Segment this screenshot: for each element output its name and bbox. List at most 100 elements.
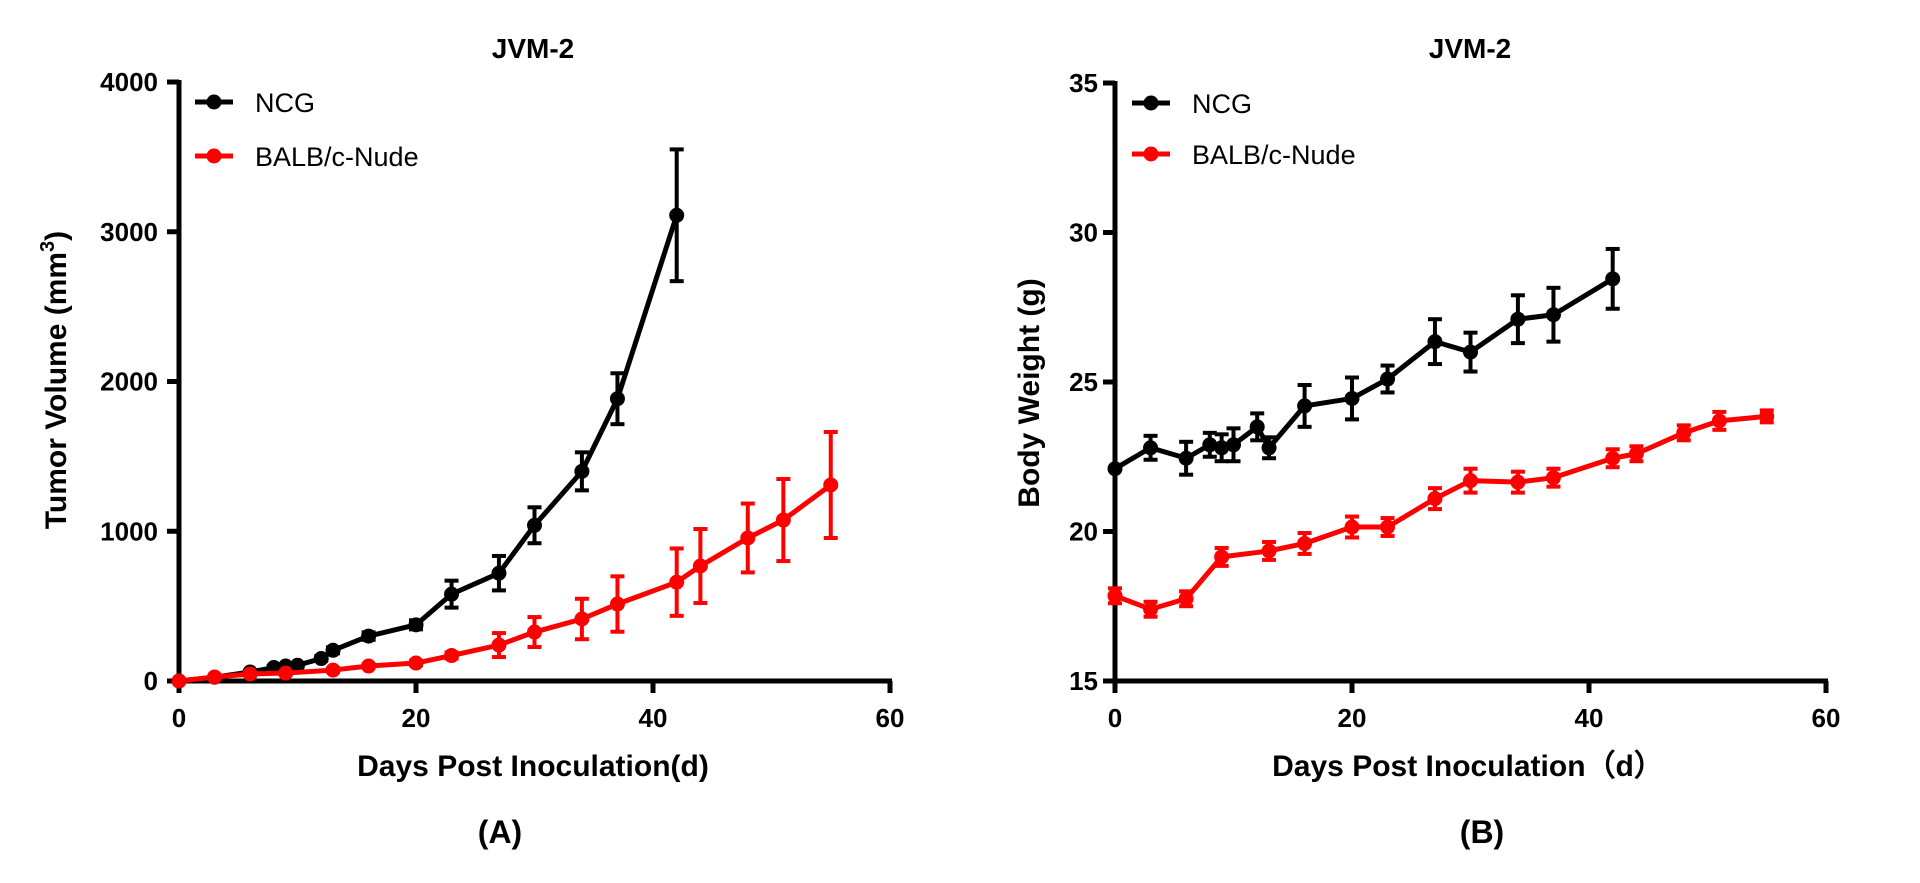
series-layer xyxy=(171,147,839,689)
x-axis-label: Days Post Inoculation（d） xyxy=(1272,749,1664,783)
y-tick-label: 1000 xyxy=(100,516,158,546)
y-tick-label: 3000 xyxy=(100,217,158,247)
x-tick-label: 40 xyxy=(1575,703,1604,733)
series-balb-c-nude xyxy=(1107,408,1775,619)
data-point xyxy=(1427,491,1443,507)
panel-a-tumor-volume-chart: JVM-2 0 1000 2000 3000 4000 0 20 40 60 NCG BALB/c… xyxy=(37,33,904,850)
chart-title: JVM-2 xyxy=(1429,33,1511,64)
data-point xyxy=(1344,390,1360,406)
y-tick-label: 25 xyxy=(1069,367,1098,397)
data-point xyxy=(1214,440,1230,456)
x-axis-label: Days Post Inoculation(d) xyxy=(357,750,709,783)
data-point xyxy=(1261,440,1277,456)
data-point xyxy=(669,207,685,223)
data-point xyxy=(313,651,329,667)
data-point xyxy=(1605,271,1621,287)
x-tick-label: 20 xyxy=(402,703,431,733)
y-axis-label-main: Tumor Volume (mm xyxy=(40,252,73,529)
data-point xyxy=(1214,549,1230,565)
series-line xyxy=(178,214,680,684)
data-point xyxy=(242,666,258,682)
data-point xyxy=(1249,419,1265,435)
legend-item: BALB/c-Nude xyxy=(1132,140,1356,170)
axes: 15 20 25 30 35 0 20 40 60 xyxy=(1069,68,1840,733)
data-point xyxy=(527,624,542,640)
data-point xyxy=(1380,371,1396,387)
data-point xyxy=(1178,450,1194,466)
data-point xyxy=(1143,601,1159,617)
panel-label: (A) xyxy=(478,814,522,850)
data-point xyxy=(1759,408,1775,424)
y-tick-label: 35 xyxy=(1069,68,1098,98)
data-point xyxy=(1427,334,1443,350)
data-point xyxy=(527,517,542,533)
series-layer xyxy=(1107,246,1775,619)
x-tick-label: 40 xyxy=(639,703,668,733)
data-point xyxy=(609,391,625,407)
data-point xyxy=(1297,535,1313,551)
data-point xyxy=(325,662,341,678)
data-point xyxy=(207,669,223,685)
legend-label: NCG xyxy=(255,88,315,118)
legend-swatch-marker xyxy=(1143,146,1159,162)
x-tick-label: 0 xyxy=(172,703,186,733)
y-tick-label: 4000 xyxy=(100,67,158,97)
data-point xyxy=(775,512,791,528)
data-point xyxy=(290,657,305,673)
y-axis-label: Body Weight (g) xyxy=(1013,278,1046,507)
y-axis-label-superscript: 3 xyxy=(37,241,59,252)
legend-swatch-marker xyxy=(206,94,222,110)
data-point xyxy=(1545,307,1561,323)
x-tick-label: 20 xyxy=(1338,703,1367,733)
data-point xyxy=(278,665,294,681)
data-point xyxy=(1297,398,1313,414)
y-tick-label: 0 xyxy=(144,666,158,696)
series-line xyxy=(1113,276,1614,471)
data-point xyxy=(325,642,341,658)
data-point xyxy=(1605,450,1621,466)
series-line xyxy=(178,482,833,684)
data-point xyxy=(1380,519,1396,535)
data-point xyxy=(1510,474,1526,490)
y-tick-label: 20 xyxy=(1069,517,1098,547)
y-tick-label: 30 xyxy=(1069,218,1098,248)
y-tick-label: 15 xyxy=(1069,666,1098,696)
data-point xyxy=(1711,413,1727,429)
legend-swatch-marker xyxy=(206,148,222,164)
data-point xyxy=(361,658,377,674)
data-point xyxy=(408,655,424,671)
legend: NCG BALB/c-Nude xyxy=(195,88,419,172)
legend: NCG BALB/c-Nude xyxy=(1132,89,1356,170)
data-point xyxy=(408,617,424,633)
data-point xyxy=(609,596,625,612)
data-point xyxy=(669,574,685,590)
data-point xyxy=(1676,425,1692,441)
series-balb-c-nude xyxy=(171,429,839,689)
data-point xyxy=(1226,437,1241,453)
y-axis-label: Tumor Volume (mm3) xyxy=(37,231,73,529)
data-point xyxy=(1261,543,1277,559)
legend-label: NCG xyxy=(1192,89,1252,119)
axes: 0 1000 2000 3000 4000 0 20 40 60 xyxy=(100,67,904,733)
y-axis-label-close: ) xyxy=(40,231,73,241)
data-point xyxy=(574,463,590,479)
legend-label: BALB/c-Nude xyxy=(255,142,419,172)
data-point xyxy=(1344,519,1360,535)
data-point xyxy=(692,558,708,574)
y-axis-label-main: Body Weight (g) xyxy=(1013,278,1046,507)
data-point xyxy=(1463,344,1478,360)
chart-title: JVM-2 xyxy=(492,33,574,64)
data-point xyxy=(740,530,756,546)
data-point xyxy=(444,586,460,602)
data-point xyxy=(1510,311,1526,327)
legend-label: BALB/c-Nude xyxy=(1192,140,1356,170)
data-point xyxy=(491,565,507,581)
x-tick-label: 60 xyxy=(1812,703,1841,733)
panel-label: (B) xyxy=(1460,814,1504,850)
data-point xyxy=(1202,437,1218,453)
data-point xyxy=(1545,470,1561,486)
panel-b-body-weight-chart: JVM-2 15 20 25 30 35 0 20 40 60 NCG BALB/c-Nude D… xyxy=(1013,33,1840,850)
data-point xyxy=(171,673,187,689)
legend-item: NCG xyxy=(1132,89,1252,119)
